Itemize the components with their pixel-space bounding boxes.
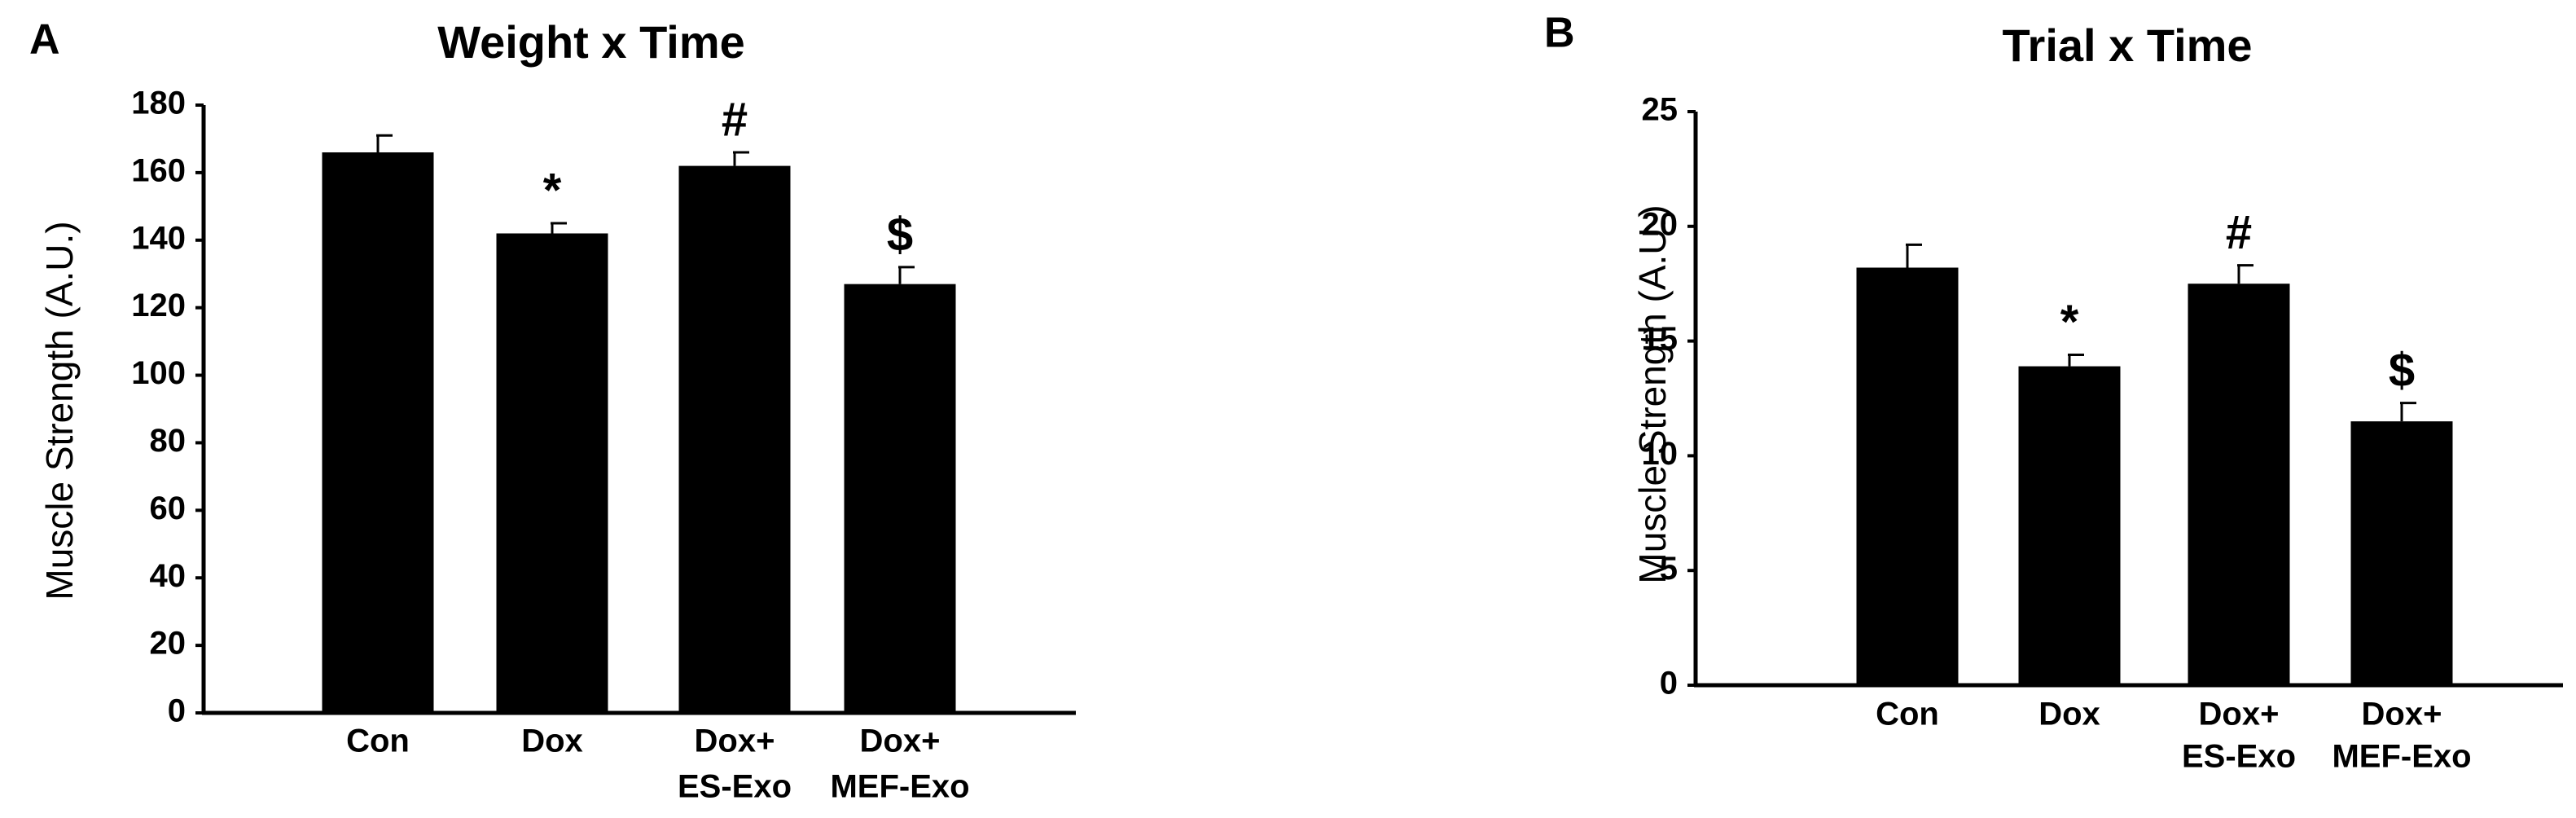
y-tick-label: 120 [131, 288, 186, 323]
y-tick-label: 0 [1660, 666, 1678, 701]
x-tick-label: Con [1876, 697, 1939, 732]
bar [1856, 267, 1959, 685]
chart-title: Trial x Time [2002, 20, 2252, 71]
chart-title: Weight x Time [437, 16, 745, 68]
annotation: * [543, 164, 562, 217]
y-tick-label: 10 [1642, 436, 1679, 472]
y-axis-label: Muscle Strength (A.U.) [38, 221, 81, 600]
y-tick-label: 15 [1642, 321, 1679, 357]
annotation: $ [2389, 344, 2415, 397]
y-tick-label: 40 [150, 558, 187, 594]
annotation: * [2060, 296, 2079, 349]
y-tick-label: 60 [150, 490, 187, 526]
annotation: $ [887, 208, 913, 261]
y-tick-label: 20 [1642, 206, 1679, 242]
x-tick-label: Dox+ [695, 723, 775, 759]
panel-label: A [29, 16, 60, 64]
y-tick-label: 140 [131, 220, 186, 256]
annotation: # [2226, 206, 2252, 259]
x-tick-label: Dox [521, 723, 583, 759]
x-tick-label: MEF-Exo [830, 769, 969, 805]
bar [678, 165, 791, 714]
x-tick-label: Con [346, 723, 410, 759]
x-tick-label: Dox+ [860, 723, 941, 759]
x-tick-label: ES-Exo [678, 769, 792, 805]
bar [2018, 366, 2121, 685]
x-tick-label: Dox [2038, 697, 2100, 732]
y-axis-label: Muscle Strength (A.U.) [1631, 204, 1674, 583]
y-tick-label: 20 [150, 626, 187, 662]
y-tick-label: 0 [168, 693, 186, 729]
bar [2350, 421, 2453, 685]
y-tick-label: 180 [131, 86, 186, 121]
bar [2188, 284, 2290, 685]
bar [496, 233, 608, 713]
bar [322, 152, 434, 713]
annotation: # [722, 93, 748, 146]
y-tick-label: 160 [131, 152, 186, 188]
x-tick-label: Dox+ [2362, 697, 2442, 732]
bar [844, 284, 956, 714]
y-tick-label: 80 [150, 423, 187, 459]
panel-label: B [1544, 10, 1575, 57]
y-tick-label: 25 [1642, 92, 1679, 128]
y-tick-label: 5 [1660, 551, 1678, 587]
x-tick-label: ES-Exo [2182, 739, 2296, 775]
x-tick-label: MEF-Exo [2332, 739, 2471, 775]
x-tick-label: Dox+ [2199, 697, 2280, 732]
y-tick-label: 100 [131, 355, 186, 391]
